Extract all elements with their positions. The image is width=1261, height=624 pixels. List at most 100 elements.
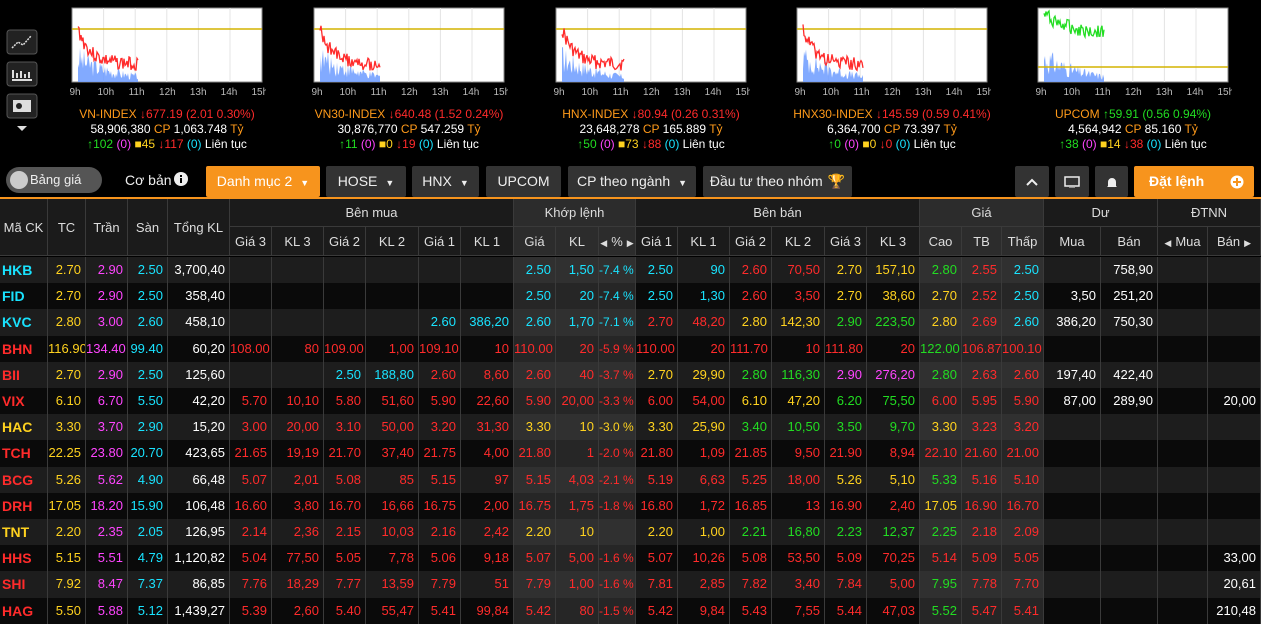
cell: 5.19	[636, 466, 678, 493]
cell: 2.69	[962, 309, 1002, 336]
volume: 58,906,380	[90, 122, 151, 136]
symbol-cell[interactable]: HKB	[0, 257, 48, 284]
cell: 386,20	[1044, 309, 1101, 336]
cell: 7,55	[772, 597, 825, 624]
cell: 100.10	[1002, 335, 1044, 362]
cell	[461, 257, 514, 284]
tab[interactable]: HNX ▼	[412, 166, 479, 197]
turnover-unit: Tỷ	[1184, 122, 1198, 136]
cell	[272, 257, 324, 284]
tab[interactable]: CP theo ngành ▼	[568, 166, 696, 197]
up-arrow: ↑	[828, 137, 835, 151]
cell: 48,20	[678, 309, 730, 336]
cell: 358,40	[168, 283, 230, 310]
flat-count: 0	[386, 137, 393, 151]
symbol-cell[interactable]: FID	[0, 283, 48, 310]
symbol-cell[interactable]: TCH	[0, 440, 48, 467]
mini-chart[interactable]: 9h 10h 11h 12h 13h 14h 15h	[550, 4, 750, 104]
cell	[1101, 545, 1158, 572]
cell: 1	[556, 440, 599, 467]
screen-button[interactable]	[1055, 166, 1089, 197]
symbol-cell[interactable]: BHN	[0, 335, 48, 362]
icon-caret[interactable]	[17, 126, 27, 131]
tab[interactable]: HOSE ▼	[326, 166, 406, 197]
time-label: 13h	[190, 87, 207, 98]
index-value: 677.19	[145, 107, 183, 121]
tab[interactable]: UPCOM	[486, 166, 561, 197]
symbol-cell[interactable]: BII	[0, 361, 48, 388]
symbol-cell[interactable]: HAG	[0, 597, 48, 624]
symbol-cell[interactable]: TNT	[0, 519, 48, 546]
sub-header: ◀% ▶	[599, 227, 636, 256]
cell: 2.70	[825, 283, 867, 310]
sub-header: KL	[556, 227, 599, 256]
cell	[1208, 440, 1261, 467]
up-arrow: ↑	[87, 137, 94, 151]
tab-label: HNX	[422, 173, 452, 189]
cell: 5.05	[1002, 545, 1044, 572]
cell: 2.25	[920, 519, 962, 546]
ceiling-count: (0)	[599, 137, 615, 151]
group-header: Giá	[920, 199, 1044, 227]
cell: 20	[556, 335, 599, 362]
cell: 2.50	[514, 257, 556, 284]
up-count: 102	[93, 137, 114, 151]
cell: 2.05	[128, 519, 168, 546]
cell: 21.85	[730, 440, 772, 467]
price-line	[802, 24, 864, 72]
order-button[interactable]: Đặt lệnh	[1134, 166, 1254, 197]
cell: 20,61	[1208, 571, 1261, 598]
tab[interactable]: Danh mục 2 ▼	[206, 166, 320, 197]
info-icon[interactable]	[173, 171, 189, 187]
cell: 6.00	[636, 388, 678, 415]
symbol-cell[interactable]: HAC	[0, 414, 48, 441]
cell: 2.55	[962, 257, 1002, 284]
cell: 2.60	[514, 309, 556, 336]
index-change: (0.26 0.31%)	[671, 107, 740, 121]
cell: 2.60	[514, 361, 556, 388]
time-label: 14h	[463, 87, 480, 98]
mini-chart[interactable]: 9h 10h 11h 12h 13h 14h 15h	[1032, 4, 1232, 104]
sub-header: Giá 2	[324, 227, 366, 256]
time-label: 12h	[884, 87, 901, 98]
symbol-cell[interactable]: DRH	[0, 492, 48, 519]
column-header: TC	[48, 199, 86, 256]
turnover: 1,063.748	[173, 122, 228, 136]
tab-caret: ▼	[459, 178, 469, 188]
collapse-button[interactable]	[1015, 166, 1049, 197]
cell: 13	[772, 492, 825, 519]
cell: 2.60	[419, 309, 461, 336]
ceiling-count: (0)	[844, 137, 859, 151]
cell: -5.9 %	[599, 335, 636, 362]
icon-line-chart[interactable]	[6, 29, 38, 55]
symbol-cell[interactable]: KVC	[0, 309, 48, 336]
basic-label[interactable]: Cơ bản	[125, 172, 172, 188]
cell: 16.90	[962, 492, 1002, 519]
turnover-unit: Tỷ	[943, 122, 957, 136]
volume-unit: CP	[883, 122, 901, 136]
cell: -3.7 %	[599, 361, 636, 388]
cell: 111.70	[730, 335, 772, 362]
flat-count: 0	[869, 137, 877, 151]
mini-chart[interactable]: 9h 10h 11h 12h 13h 14h 15h	[308, 4, 508, 104]
symbol-cell[interactable]: BCG	[0, 466, 48, 493]
tab[interactable]: Đầu tư theo nhóm 🏆	[703, 166, 852, 197]
symbol-cell[interactable]: HHS	[0, 545, 48, 572]
cell: 10	[772, 335, 825, 362]
symbol-cell[interactable]: SHI	[0, 571, 48, 598]
mini-chart[interactable]: 9h 10h 11h 12h 13h 14h 15h	[791, 4, 991, 104]
bell-button[interactable]	[1095, 166, 1128, 197]
symbol-cell[interactable]: VIX	[0, 388, 48, 415]
cell: -3.3 %	[599, 388, 636, 415]
cell: 223,50	[867, 309, 920, 336]
cell: 210,48	[1208, 597, 1261, 624]
toggle[interactable]: Bảng giá	[6, 167, 102, 193]
cell: 20	[867, 335, 920, 362]
time-label: 9h	[69, 87, 80, 98]
cell: 2.23	[825, 519, 867, 546]
direction-arrow: ↓	[136, 107, 146, 121]
mini-chart[interactable]: 9h 10h 11h 12h 13h 14h 15h	[66, 4, 266, 104]
cell: 1,439,27	[168, 597, 230, 624]
cell: 5.07	[514, 545, 556, 572]
cell: 5.42	[514, 597, 556, 624]
